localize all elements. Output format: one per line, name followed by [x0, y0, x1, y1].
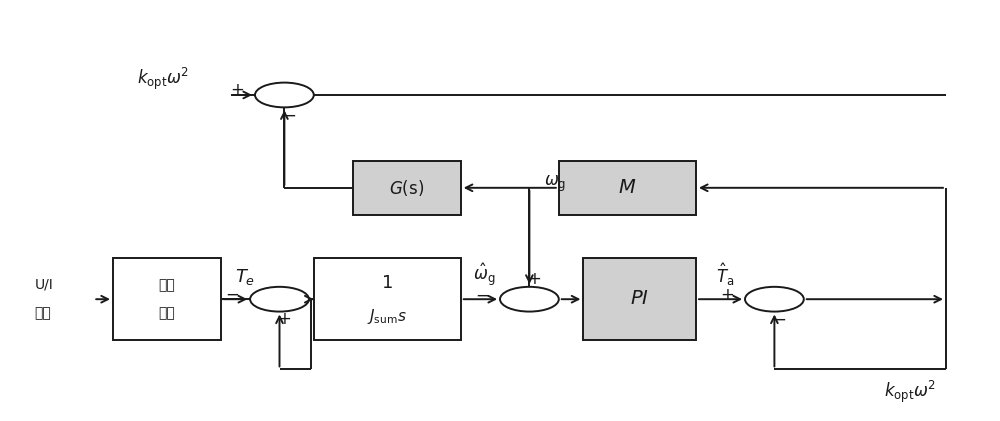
Text: $T_e$: $T_e$	[235, 266, 255, 287]
Circle shape	[745, 287, 804, 312]
Circle shape	[250, 287, 309, 312]
Text: 检测: 检测	[34, 306, 51, 321]
Text: $-$: $-$	[475, 287, 489, 304]
Bar	[559, 161, 696, 215]
Text: $-$: $-$	[772, 311, 786, 328]
Text: $\hat{\omega}_{\mathrm{g}}$: $\hat{\omega}_{\mathrm{g}}$	[473, 261, 495, 288]
Text: $PI$: $PI$	[630, 290, 649, 308]
Text: $G(\mathrm{s})$: $G(\mathrm{s})$	[389, 178, 424, 198]
Text: $J_{\mathrm{sum}}s$: $J_{\mathrm{sum}}s$	[367, 307, 407, 326]
Text: $k_{\mathrm{opt}}\omega^2$: $k_{\mathrm{opt}}\omega^2$	[137, 65, 190, 92]
Text: $+$: $+$	[720, 287, 734, 304]
Text: $+$: $+$	[527, 271, 541, 288]
Text: $1$: $1$	[381, 274, 393, 292]
Text: $-$: $-$	[225, 286, 240, 303]
Text: $\omega_{\mathrm{g}}$: $\omega_{\mathrm{g}}$	[544, 173, 566, 194]
Bar	[583, 258, 696, 341]
Text: $\hat{T}_{\mathrm{a}}$: $\hat{T}_{\mathrm{a}}$	[716, 261, 735, 288]
Text: $+$: $+$	[230, 83, 244, 99]
Bar	[113, 258, 221, 341]
Text: $M$: $M$	[618, 179, 637, 197]
Bar	[314, 258, 461, 341]
Circle shape	[500, 287, 559, 312]
Text: U/I: U/I	[34, 278, 53, 292]
Circle shape	[255, 83, 314, 107]
Text: $+$: $+$	[277, 311, 291, 328]
Text: $-$: $-$	[282, 106, 296, 123]
Text: 计算: 计算	[158, 306, 175, 321]
Bar	[353, 161, 461, 215]
Text: 转矩: 转矩	[158, 278, 175, 292]
Text: $k_{\mathrm{opt}}\omega^2$: $k_{\mathrm{opt}}\omega^2$	[884, 379, 936, 405]
